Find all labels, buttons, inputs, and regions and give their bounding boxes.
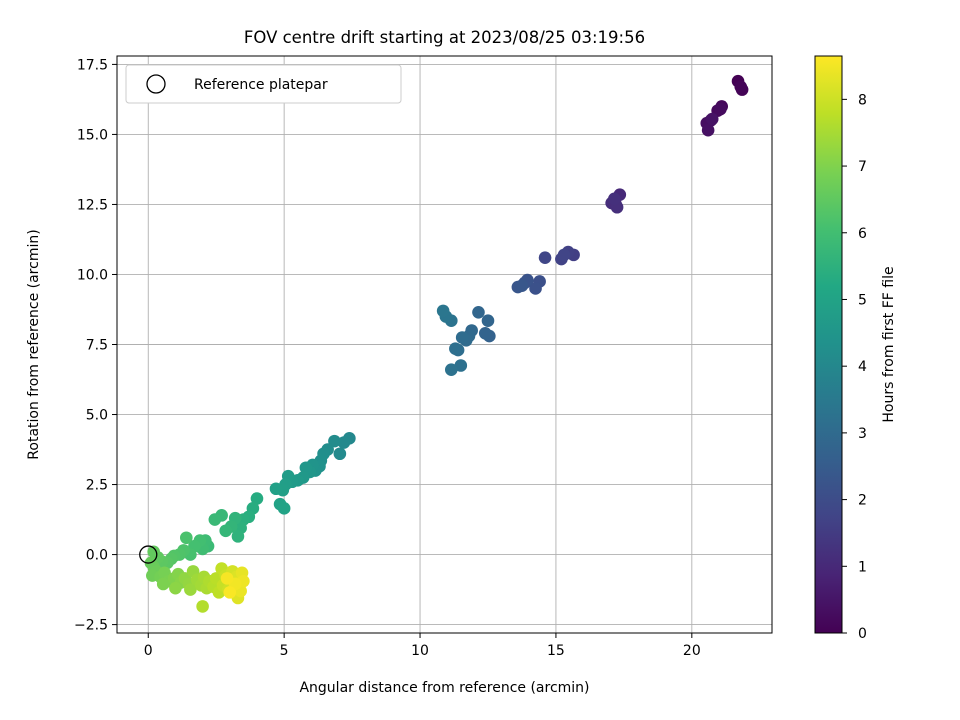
y-axis-label: Rotation from reference (arcmin)	[26, 229, 42, 459]
data-points	[144, 74, 749, 613]
y-tick-label: 17.5	[77, 57, 108, 73]
data-point	[734, 80, 748, 94]
y-tick-label: 7.5	[86, 338, 108, 354]
data-point	[608, 192, 621, 206]
data-point	[333, 447, 347, 461]
data-point	[557, 248, 571, 262]
data-point	[219, 524, 233, 538]
y-tick-label: 0.0	[86, 548, 108, 564]
data-point	[436, 304, 450, 318]
data-point	[449, 342, 462, 356]
data-point	[454, 359, 468, 372]
legend-marker-icon	[146, 74, 166, 94]
y-tick-label: 5.0	[86, 408, 108, 424]
legend-box	[125, 64, 402, 104]
data-point	[169, 581, 182, 595]
data-point	[478, 326, 492, 340]
y-tick-label: −2.5	[74, 618, 108, 634]
data-point	[156, 577, 170, 591]
data-point	[250, 492, 264, 505]
x-axis-label: Angular distance from reference (arcmin)	[299, 680, 589, 696]
grid	[117, 56, 772, 633]
colorbar-ticks: 0 1 2 3 4 5 6 7 8	[842, 92, 867, 642]
data-point	[277, 502, 291, 515]
colorbar-tick-label: 5	[858, 292, 867, 308]
reference-marker	[139, 545, 158, 564]
data-point	[538, 251, 552, 264]
data-point	[481, 314, 495, 327]
legend-label: Reference platepar	[194, 77, 328, 93]
colorbar-label: Hours from first FF file	[881, 266, 897, 422]
x-tick-label: 5	[280, 643, 289, 659]
chart-title: FOV centre drift starting at 2023/08/25 …	[244, 28, 645, 47]
colorbar-tick-label: 4	[858, 359, 867, 375]
data-point	[337, 436, 351, 449]
data-point	[184, 583, 197, 596]
data-point	[220, 572, 234, 585]
data-point	[701, 123, 715, 137]
data-point	[444, 363, 458, 377]
data-point	[455, 331, 469, 344]
x-tick-label: 15	[547, 643, 565, 659]
x-tick-label: 10	[411, 643, 429, 659]
colorbar-tick-label: 1	[858, 559, 867, 575]
data-point	[714, 102, 727, 116]
colorbar-gradient	[814, 55, 843, 634]
y-tick-label: 2.5	[86, 478, 108, 494]
data-point	[180, 531, 193, 545]
data-point	[231, 530, 245, 543]
colorbar-tick-label: 0	[858, 626, 867, 642]
data-point	[299, 461, 313, 475]
x-tick-label: 0	[144, 643, 153, 659]
data-point	[196, 600, 209, 613]
data-point	[705, 112, 719, 126]
x-tick-label: 20	[683, 643, 701, 659]
data-point	[529, 282, 542, 295]
x-axis-ticks: 0 5 10 15 20	[144, 633, 701, 659]
data-point	[328, 434, 341, 448]
colorbar-tick-label: 6	[858, 226, 867, 242]
data-point	[269, 482, 283, 496]
y-tick-label: 10.0	[77, 267, 108, 283]
colorbar-tick-label: 2	[858, 493, 867, 509]
colorbar-tick-label: 7	[858, 159, 867, 175]
y-tick-label: 12.5	[77, 197, 108, 213]
colorbar-tick-label: 8	[858, 92, 867, 108]
data-point	[208, 513, 222, 526]
data-point	[515, 279, 529, 292]
y-tick-label: 15.0	[77, 127, 108, 143]
colorbar: 0 1 2 3 4 5 6 7 8 Hours from first FF file	[814, 55, 897, 642]
legend: Reference platepar	[125, 64, 402, 104]
y-axis-ticks: −2.5 0.0 2.5 5.0 7.5 10.0 12.5 15.0 17.5	[74, 57, 117, 634]
data-point	[472, 305, 485, 319]
colorbar-tick-label: 3	[858, 426, 867, 442]
data-point	[223, 586, 237, 599]
